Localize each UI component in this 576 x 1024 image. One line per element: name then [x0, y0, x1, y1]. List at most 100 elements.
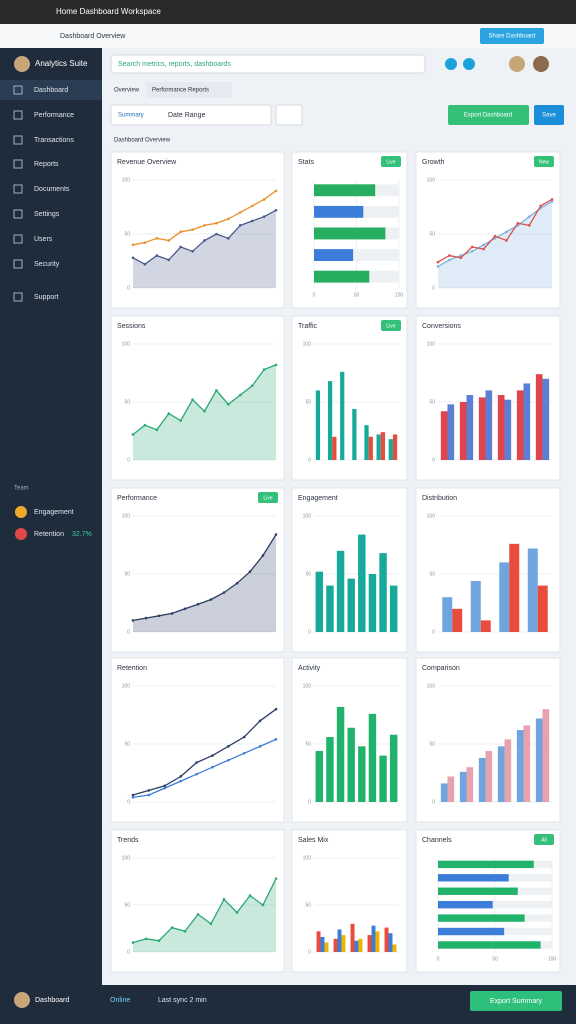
- tick-label: 100: [122, 341, 131, 347]
- bar: [376, 434, 381, 460]
- tick-label: 100: [122, 683, 131, 689]
- bar-track: [314, 249, 399, 261]
- nav-item[interactable]: Reports: [34, 161, 59, 168]
- bar: [354, 940, 359, 952]
- user-value: 32.7%: [72, 531, 92, 538]
- bar: [352, 408, 357, 460]
- bar: [314, 184, 376, 197]
- tick-label: 100: [427, 683, 436, 689]
- avatar[interactable]: [533, 56, 549, 72]
- tick-label: 0: [127, 285, 130, 291]
- card: [110, 315, 285, 481]
- avatar[interactable]: [509, 56, 525, 72]
- nav-item[interactable]: Support: [34, 294, 59, 301]
- nav-item[interactable]: Users: [34, 236, 53, 243]
- badge: [534, 156, 554, 167]
- search-placeholder[interactable]: Search metrics, reports, dashboards: [118, 61, 231, 68]
- tab[interactable]: Performance Reports: [152, 88, 209, 94]
- bar-track: [438, 900, 552, 909]
- point: [167, 258, 171, 262]
- bar: [364, 425, 369, 460]
- card-title: Growth: [422, 159, 445, 166]
- bar: [379, 553, 387, 632]
- bar: [379, 755, 387, 802]
- card: [110, 829, 285, 973]
- avatar: [14, 56, 30, 72]
- user-name[interactable]: Engagement: [34, 509, 74, 516]
- bar: [499, 562, 510, 632]
- tick-label: 100: [427, 177, 436, 183]
- nav-item[interactable]: Documents: [34, 186, 70, 193]
- point: [131, 796, 135, 799]
- filter-tab[interactable]: Summary: [118, 113, 144, 119]
- tick-label: 100: [427, 341, 436, 347]
- point: [155, 428, 159, 432]
- icon[interactable]: [463, 58, 475, 70]
- point: [261, 554, 265, 557]
- point: [550, 200, 554, 203]
- point: [238, 211, 242, 214]
- save-button[interactable]: [534, 105, 564, 125]
- card-title: Channels: [422, 837, 452, 844]
- tick-label: 0: [432, 799, 435, 805]
- nav-icon: [13, 259, 23, 269]
- point: [131, 243, 135, 247]
- point: [248, 894, 252, 897]
- search-box[interactable]: [110, 54, 426, 74]
- icon[interactable]: [445, 58, 457, 70]
- point: [167, 412, 171, 415]
- point: [262, 368, 266, 371]
- icon-button[interactable]: [275, 104, 303, 126]
- point: [211, 765, 214, 769]
- card-title: Comparison: [422, 665, 460, 672]
- export-button[interactable]: [448, 105, 529, 125]
- bar: [332, 436, 337, 460]
- bar: [438, 874, 509, 882]
- tick-label: 50: [354, 292, 360, 298]
- point: [147, 793, 151, 797]
- nav-item[interactable]: Settings: [34, 211, 60, 218]
- tick-label: 100: [548, 956, 557, 962]
- save-label[interactable]: Save: [542, 113, 556, 119]
- point: [227, 758, 230, 762]
- bar: [480, 620, 491, 632]
- bar: [485, 390, 493, 460]
- nav-item[interactable]: Transactions: [34, 137, 74, 144]
- user-name[interactable]: Retention: [34, 531, 64, 538]
- bar: [542, 378, 550, 460]
- tab[interactable]: Overview: [114, 88, 140, 94]
- tick-label: 0: [432, 629, 435, 635]
- nav-item[interactable]: Security: [34, 261, 60, 268]
- bar: [523, 725, 531, 802]
- footer-button[interactable]: [470, 991, 562, 1011]
- share-button[interactable]: [480, 28, 544, 44]
- bar: [497, 395, 505, 460]
- point: [470, 249, 474, 253]
- point: [527, 224, 531, 227]
- browser-tab[interactable]: Dashboard Overview: [60, 33, 126, 40]
- point: [131, 941, 135, 944]
- line: [132, 738, 277, 799]
- bar: [326, 585, 334, 632]
- export-label[interactable]: Export Dashboard: [464, 113, 512, 119]
- badge-label: Live: [263, 495, 272, 501]
- nav-icon: [13, 234, 23, 244]
- nav-icon: [13, 110, 23, 120]
- date-select[interactable]: Date Range: [168, 112, 205, 119]
- bar: [315, 571, 324, 632]
- footer-button-label[interactable]: Export Summary: [490, 998, 543, 1005]
- card-title: Trends: [117, 837, 139, 844]
- tick-label: 50: [305, 399, 311, 405]
- bar: [324, 942, 329, 952]
- area: [133, 878, 276, 952]
- bar: [358, 746, 366, 802]
- bar: [438, 887, 518, 895]
- nav-item[interactable]: Performance: [34, 112, 74, 119]
- tick-label: 50: [124, 902, 130, 908]
- share-label[interactable]: Share Dashboard: [488, 34, 535, 40]
- point: [539, 204, 542, 208]
- nav-item[interactable]: Dashboard: [34, 87, 68, 94]
- card-title: Activity: [298, 665, 321, 672]
- bar: [523, 383, 531, 460]
- bar: [389, 734, 398, 802]
